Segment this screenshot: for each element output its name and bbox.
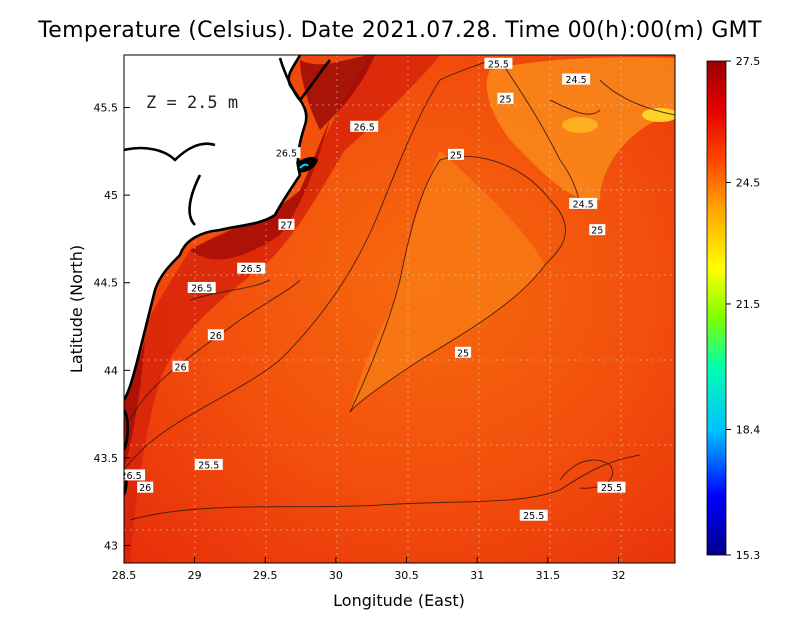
y-tick-label: 45 <box>104 189 118 202</box>
contour-label-box <box>497 92 514 104</box>
x-tick-label: 29 <box>188 569 202 582</box>
map-title: Temperature (Celsius). Date 2021.07.28. … <box>38 18 762 43</box>
contour-label: 26.5 <box>354 122 375 133</box>
colorbar-ticks: 27.5 24.5 21.5 18.4 15.3 <box>726 55 760 562</box>
contour-label: 26.5 <box>241 264 262 275</box>
contour-label: 26 <box>174 362 186 373</box>
contour-label: 27 <box>280 220 292 231</box>
contour-label-box <box>137 481 154 493</box>
x-tick-label: 30 <box>329 569 343 582</box>
contour-label: 25 <box>499 94 511 105</box>
y-tick-label: 44 <box>104 364 118 377</box>
colorbar <box>706 60 727 556</box>
contour-label-box <box>272 147 301 159</box>
y-tick-label: 43.5 <box>94 452 119 465</box>
contour-label: 26 <box>210 331 222 342</box>
contour-label: 25 <box>591 226 603 237</box>
contour-label: 24.5 <box>573 199 594 210</box>
colorbar-tick-label: 27.5 <box>736 55 761 68</box>
y-tick-label: 45.5 <box>94 102 119 115</box>
contour-label: 25.5 <box>601 483 622 494</box>
colorbar-tick-label: 24.5 <box>736 176 761 189</box>
x-tick-label: 32 <box>611 569 625 582</box>
colorbar-tick-label: 15.3 <box>736 549 761 562</box>
contour-label: 25 <box>457 348 469 359</box>
y-tick-label: 43 <box>104 539 118 552</box>
y-axis-label: Latitude (North) <box>67 245 86 373</box>
contour-label-box <box>448 148 465 160</box>
x-tick-label: 31.5 <box>536 569 561 582</box>
x-tick-label: 29.5 <box>253 569 278 582</box>
contour-label-box <box>207 329 224 341</box>
contour-label: 26 <box>139 483 151 494</box>
x-axis-ticks: 28.5 29 29.5 30 30.5 31 31.5 32 <box>112 557 625 582</box>
contour-label: 25.5 <box>198 460 219 471</box>
contour-label: 25.5 <box>488 59 509 70</box>
x-tick-label: 31 <box>470 569 484 582</box>
contour-label-box <box>569 197 598 209</box>
contour-label: 24.5 <box>566 75 587 86</box>
contour-label-box <box>172 360 189 372</box>
colorbar-tick-label: 21.5 <box>736 298 761 311</box>
contour-label-box <box>124 469 146 481</box>
y-tick-label: 44.5 <box>94 277 119 290</box>
contour-label: 26.5 <box>276 149 297 160</box>
x-tick-label: 28.5 <box>112 569 137 582</box>
contour-label: 26.5 <box>191 283 212 294</box>
contour-label-box <box>562 73 591 85</box>
contour-label: 25.5 <box>523 511 544 522</box>
contour-label: 25 <box>450 150 462 161</box>
contour-label-box <box>237 262 266 274</box>
contour-label-box <box>194 458 223 470</box>
contour-label-box <box>519 509 548 521</box>
contour-label: 26.5 <box>120 471 141 482</box>
y-axis-ticks: 43 43.5 44 44.5 45 45.5 <box>94 102 130 552</box>
contour-label-box <box>597 481 626 493</box>
contour-label-box <box>350 120 379 132</box>
x-axis-label: Longitude (East) <box>333 591 465 610</box>
contour-label-box <box>278 218 295 230</box>
depth-label: Z = 2.5 m <box>146 93 238 113</box>
plot-frame <box>123 54 676 564</box>
contour-label-box <box>187 281 216 293</box>
contour-label-box <box>484 57 513 69</box>
contour-label-box <box>455 346 472 358</box>
contour-label-box <box>589 224 606 236</box>
colorbar-tick-label: 18.4 <box>736 423 761 436</box>
x-tick-label: 30.5 <box>394 569 419 582</box>
